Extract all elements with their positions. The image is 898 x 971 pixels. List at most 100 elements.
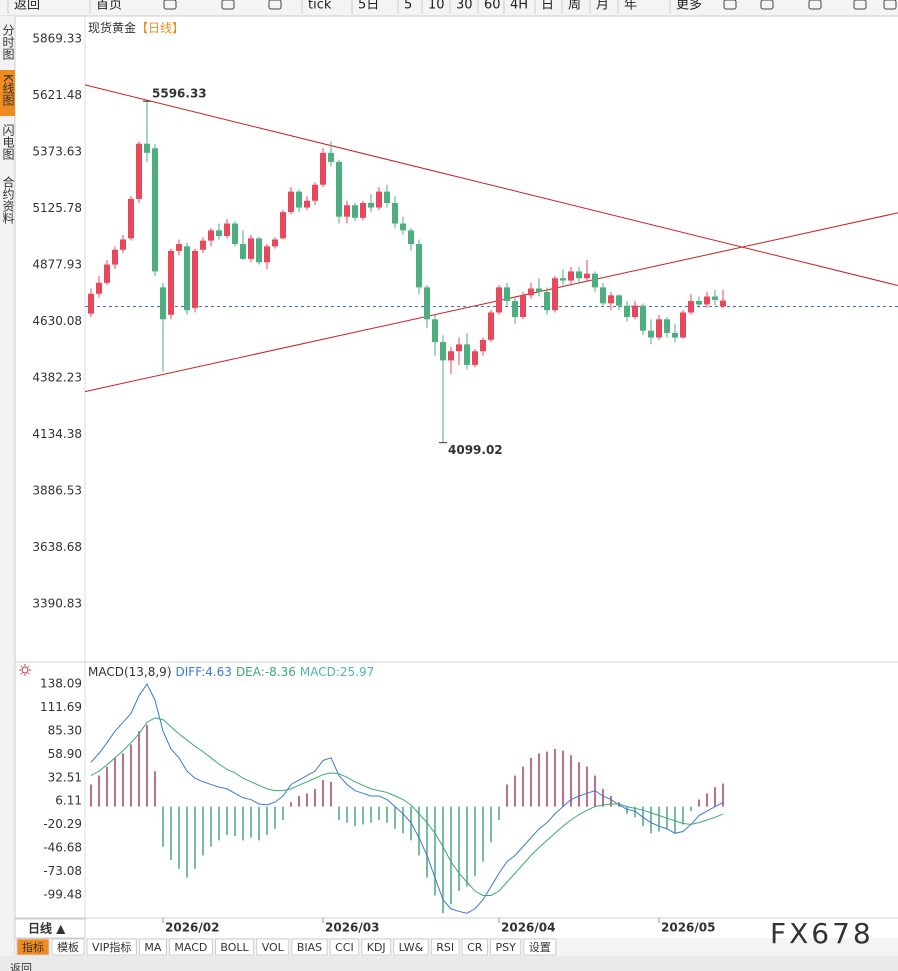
macd-tick-label: -46.68: [43, 841, 82, 855]
toolbar-item[interactable]: 首页: [96, 0, 122, 13]
footer-tab-box[interactable]: [329, 938, 360, 956]
candle-body: [152, 148, 158, 272]
toolbar-item[interactable]: 5: [404, 0, 412, 13]
footer-tab[interactable]: CCI: [335, 941, 354, 954]
footer-tab[interactable]: CR: [467, 941, 483, 954]
y-tick-label: 5621.48: [32, 88, 82, 102]
candle-body: [536, 288, 542, 292]
footer-tab-box[interactable]: [16, 938, 50, 956]
fx-icon[interactable]: [723, 0, 737, 10]
toolbar-item[interactable]: 4H: [510, 0, 528, 13]
candle-body: [512, 301, 518, 318]
footer-tab[interactable]: 设置: [529, 941, 551, 954]
toolbar-item[interactable]: 10: [428, 0, 445, 13]
draw-icon[interactable]: [853, 0, 867, 10]
trendline: [84, 212, 898, 393]
settings-icon[interactable]: [19, 664, 31, 676]
footer-tab-box[interactable]: [291, 938, 328, 956]
footer-tab[interactable]: 指标: [22, 940, 44, 954]
candle-body: [112, 249, 118, 265]
macd-bar: [242, 806, 244, 841]
footer-tab[interactable]: LW&: [399, 941, 424, 954]
toolbar-item[interactable]: 更多: [676, 0, 702, 13]
toolbar-item[interactable]: tick: [308, 0, 332, 13]
toolbar-item[interactable]: 60: [484, 0, 501, 13]
candle-body: [296, 191, 302, 208]
footer-tab[interactable]: RSI: [436, 941, 454, 954]
macd-tick-label: 85.30: [48, 723, 82, 737]
footer-period[interactable]: 日线 ▲: [28, 921, 66, 936]
footer-tab-box[interactable]: [86, 938, 137, 956]
footer-tab[interactable]: MA: [144, 941, 161, 954]
sun-rays: [19, 664, 31, 676]
footer-tab-box[interactable]: [393, 938, 429, 956]
zoom-in-icon[interactable]: [808, 0, 822, 10]
macd-bar: [578, 762, 580, 807]
footer-tab-box[interactable]: [168, 938, 213, 956]
footer-tab[interactable]: MACD: [174, 941, 207, 954]
macd-bar: [482, 806, 484, 862]
candle-body: [392, 202, 398, 224]
macd-bar: [586, 766, 588, 807]
footer-tab[interactable]: VOL: [262, 941, 285, 954]
candle-body: [632, 305, 638, 318]
macd-bar: [226, 806, 228, 836]
toolbar-item[interactable]: 返回: [14, 0, 40, 13]
candle-body: [256, 238, 262, 263]
macd-bar: [458, 806, 460, 892]
footer-tab-box[interactable]: [256, 938, 290, 956]
toolbar-item[interactable]: 5日: [358, 0, 379, 13]
line-icon[interactable]: [883, 0, 897, 10]
legend-name: DIFF:: [176, 665, 206, 679]
macd-bar: [450, 806, 452, 905]
toolbar-item[interactable]: 日: [541, 0, 554, 13]
y-tick-label: 4630.08: [32, 314, 82, 328]
footer-tab-box[interactable]: [138, 938, 167, 956]
footer-tab-box[interactable]: [489, 938, 522, 956]
footer-tab[interactable]: VIP指标: [92, 940, 131, 954]
macd-bar: [130, 744, 132, 807]
footer-tab-box[interactable]: [214, 938, 255, 956]
candle-body: [352, 205, 358, 218]
macd-line: [90, 717, 724, 896]
candle-body: [224, 223, 230, 237]
side-tab[interactable]: 分时图: [1, 24, 15, 60]
toolbar-item[interactable]: 月: [596, 0, 609, 13]
footer-tab-box[interactable]: [430, 938, 460, 956]
candle-icon[interactable]: [268, 0, 282, 10]
macd-bar: [690, 806, 692, 812]
toolbar-item[interactable]: 30: [456, 0, 473, 13]
macd-bar: [210, 806, 212, 847]
footer-tab-box[interactable]: [51, 938, 85, 956]
footer-tab-box[interactable]: [361, 938, 392, 956]
chart-icon[interactable]: [221, 0, 235, 10]
macd-bar: [642, 806, 644, 827]
footer-tab-box[interactable]: [461, 938, 488, 956]
candle-body: [416, 244, 422, 288]
toolbar-item[interactable]: 周: [568, 0, 581, 13]
macd-bar: [394, 806, 396, 829]
footer-tab-box[interactable]: [523, 938, 557, 956]
side-tab[interactable]: 闪电图: [1, 124, 15, 160]
candle-body: [368, 202, 374, 208]
macd-bar: [330, 781, 332, 807]
toolbar-item[interactable]: 年: [624, 0, 637, 13]
footer-tab[interactable]: KDJ: [367, 941, 386, 954]
footer-tab[interactable]: BIAS: [297, 941, 322, 954]
title-text: 现货黄金: [88, 20, 136, 35]
macd-bar: [498, 806, 500, 820]
macd-tick-label: 32.51: [48, 770, 82, 784]
x-tick-label: 2026/04: [501, 921, 555, 935]
zoom-out-icon[interactable]: [760, 0, 774, 10]
footer-tab[interactable]: 模板: [57, 940, 79, 954]
side-tab[interactable]: K线图: [1, 74, 15, 106]
side-tab[interactable]: 合约资料: [1, 175, 15, 224]
x-tick-label: 2026/05: [661, 921, 715, 935]
chart-title: 现货黄金【日线】: [88, 20, 184, 35]
footer-tab[interactable]: PSY: [495, 941, 516, 954]
refresh-icon[interactable]: [163, 0, 177, 10]
candle-body: [448, 351, 454, 361]
macd-bar: [402, 806, 404, 834]
period-box[interactable]: [14, 918, 86, 939]
footer-tab[interactable]: BOLL: [220, 941, 249, 954]
